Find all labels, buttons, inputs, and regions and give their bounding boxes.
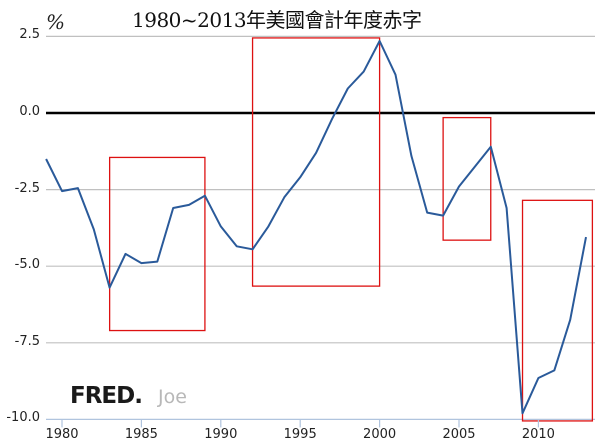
gridlines [46, 35, 595, 420]
y-tick-label: -10.0 [6, 410, 40, 426]
y-tick-label: -2.5 [14, 180, 40, 196]
y-tick-label: 0.0 [19, 104, 40, 119]
highlight-boxes [108, 37, 594, 422]
x-tick-label: 1985 [124, 427, 158, 442]
x-axis [61, 419, 540, 428]
y-axis-unit: % [46, 10, 66, 34]
deficit-line [45, 40, 587, 415]
y-tick-label: -5.0 [14, 257, 40, 273]
y-tick-label: -7.5 [14, 333, 40, 349]
highlight-box [251, 37, 381, 287]
fred-brand: FRED [70, 383, 135, 409]
x-tick-label: 1980 [45, 427, 79, 442]
author-watermark: Joe [158, 386, 187, 408]
highlight-box [108, 156, 206, 332]
x-tick-label: 1990 [204, 427, 238, 442]
x-tick-label: 2000 [363, 427, 397, 442]
fred-logo: FRED. [70, 383, 143, 409]
y-tick-label: 2.5 [19, 27, 40, 43]
x-tick-label: 2005 [442, 427, 476, 442]
highlight-box [442, 116, 492, 241]
chart-title: 1980~2013年美國會計年度赤字 [132, 8, 422, 32]
fred-dot: . [134, 383, 143, 409]
x-tick-label: 2010 [521, 427, 555, 442]
x-tick-label: 1995 [283, 427, 317, 442]
highlight-box [521, 199, 594, 422]
